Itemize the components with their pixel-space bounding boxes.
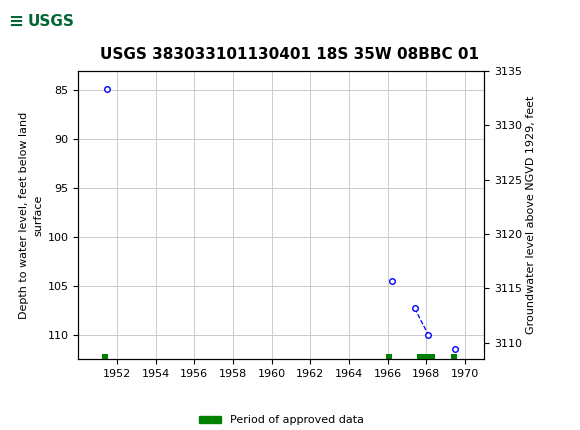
Bar: [102, 354, 108, 359]
Bar: [451, 354, 457, 359]
Bar: [4, 3, 94, 40]
Legend: Period of approved data: Period of approved data: [194, 411, 368, 430]
Y-axis label: Depth to water level, feet below land
surface: Depth to water level, feet below land su…: [19, 111, 44, 319]
Y-axis label: Groundwater level above NGVD 1929, feet: Groundwater level above NGVD 1929, feet: [526, 96, 537, 334]
Text: USGS: USGS: [28, 15, 75, 30]
Bar: [386, 354, 392, 359]
Text: USGS 383033101130401 18S 35W 08BBC 01: USGS 383033101130401 18S 35W 08BBC 01: [100, 47, 480, 62]
Bar: [416, 354, 435, 359]
Text: ≡: ≡: [8, 13, 23, 31]
